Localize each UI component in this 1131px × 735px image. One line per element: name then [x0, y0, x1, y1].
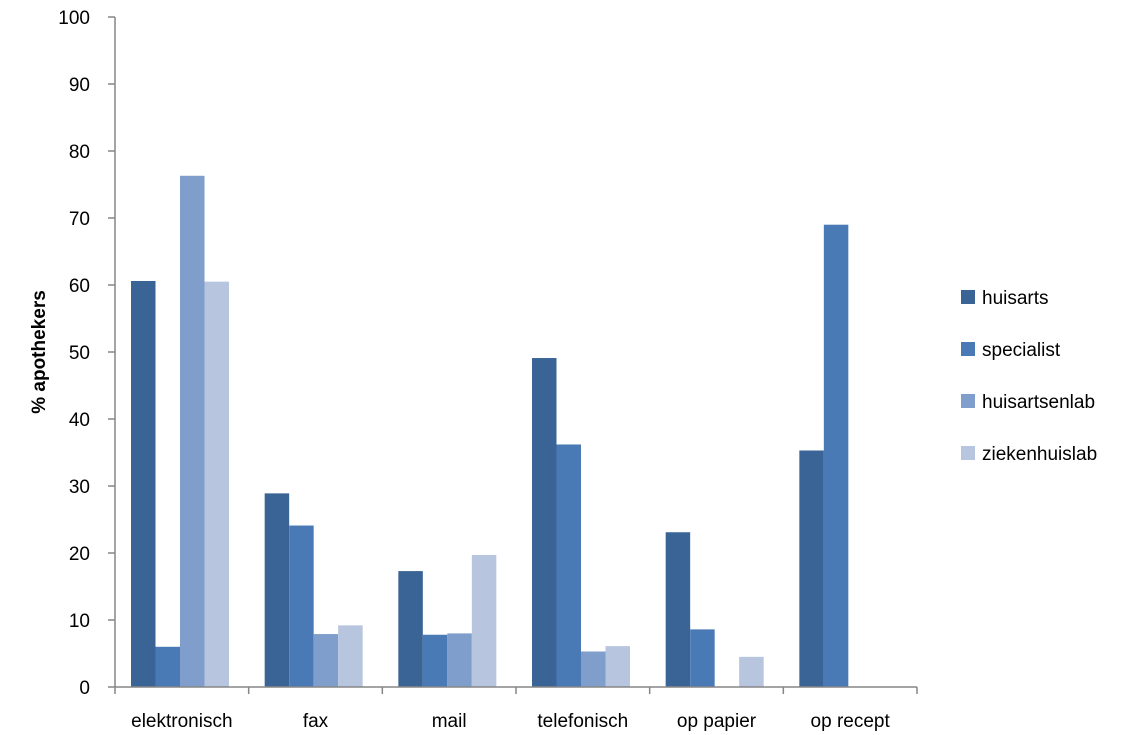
bar-ziekenhuislab-1	[338, 625, 363, 687]
bar-specialist-1	[289, 525, 314, 687]
bar-specialist-4	[690, 629, 715, 687]
bar-specialist-3	[556, 444, 581, 687]
legend-swatch-huisartsenlab	[961, 394, 975, 408]
y-axis-label: % apothekers	[29, 290, 50, 414]
y-tick-label: 0	[79, 678, 90, 699]
bar-specialist-5	[823, 224, 849, 687]
bar-specialist-2	[422, 634, 448, 687]
x-category-label: elektronisch	[131, 711, 232, 732]
bar-ziekenhuislab-3	[605, 646, 630, 687]
bar-huisarts-0	[131, 280, 156, 687]
y-tick-label: 20	[69, 544, 90, 565]
y-tick-label: 10	[69, 611, 90, 632]
y-tick-label: 50	[69, 343, 90, 364]
x-category-label: op recept	[811, 711, 891, 732]
x-ticks-group: elektronisch fax mail telefonisch op papier o…	[114, 687, 918, 732]
y-tick-label: 60	[69, 276, 90, 297]
bar-ziekenhuislab-4	[739, 656, 764, 687]
bar-huisarts-5	[799, 450, 824, 687]
bar-huisarts-2	[398, 571, 423, 687]
x-category-label: op papier	[677, 711, 757, 732]
bar-ziekenhuislab-2	[471, 555, 497, 687]
bar-huisarts-1	[264, 493, 290, 687]
legend-swatch-huisarts	[961, 290, 975, 304]
bar-huisarts-3	[532, 358, 557, 687]
bar-huisartsenlab-1	[313, 634, 339, 687]
bar-huisartsenlab-0	[180, 175, 205, 688]
x-category-label: mail	[432, 711, 467, 732]
y-tick-label: 100	[58, 8, 90, 29]
legend-swatch-specialist	[961, 342, 975, 356]
y-ticks-group: 0 10 20 30 40 50 60 70 80 90 100	[58, 8, 115, 699]
legend: huisarts specialist huisartsenlab ziekenhui…	[961, 288, 1097, 465]
bar-huisarts-4	[665, 532, 691, 687]
legend-swatch-ziekenhuislab	[961, 446, 975, 460]
x-category-label: telefonisch	[537, 711, 628, 732]
legend-label-huisartsenlab: huisartsenlab	[982, 392, 1095, 413]
y-tick-label: 30	[69, 477, 90, 498]
legend-label-huisarts: huisarts	[982, 288, 1049, 309]
y-tick-label: 90	[69, 75, 90, 96]
x-category-label: fax	[303, 711, 329, 732]
legend-label-specialist: specialist	[982, 340, 1061, 361]
bar-huisartsenlab-2	[447, 633, 472, 687]
bar-huisartsenlab-3	[581, 651, 606, 687]
bar-ziekenhuislab-0	[204, 281, 229, 687]
legend-label-ziekenhuislab: ziekenhuislab	[982, 444, 1097, 465]
y-tick-label: 80	[69, 142, 90, 163]
bar-specialist-0	[155, 646, 180, 687]
bars-group	[131, 175, 849, 688]
y-tick-label: 70	[69, 209, 90, 230]
y-tick-label: 40	[69, 410, 90, 431]
